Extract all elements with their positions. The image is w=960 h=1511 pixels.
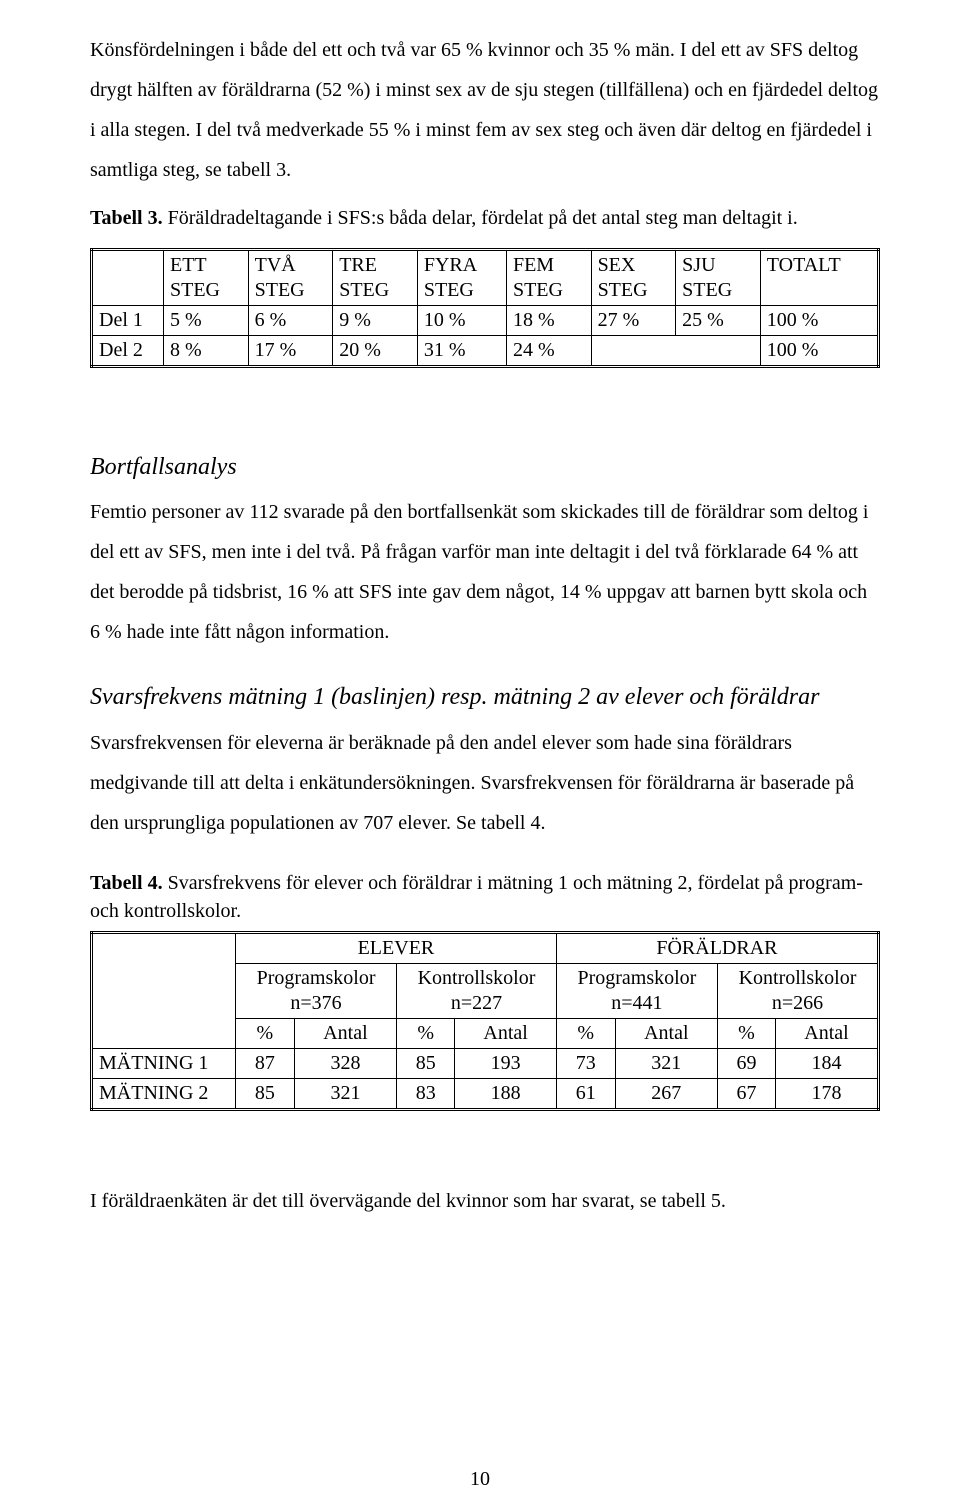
table3-cell: 100 % bbox=[760, 336, 878, 367]
table3-rowlabel: Del 1 bbox=[92, 306, 164, 336]
table4-cell: 61 bbox=[556, 1078, 615, 1109]
table4-metric: Antal bbox=[294, 1018, 396, 1048]
table4-cell: 69 bbox=[717, 1048, 775, 1078]
table4-cell: 85 bbox=[397, 1048, 455, 1078]
table4-cell: 73 bbox=[556, 1048, 615, 1078]
table4-cell: 328 bbox=[294, 1048, 396, 1078]
table4-metric: Antal bbox=[615, 1018, 717, 1048]
table4-rowlabel: MÄTNING 2 bbox=[92, 1078, 236, 1109]
table3-cell: 20 % bbox=[333, 336, 418, 367]
svarsfrekvens-paragraph: Svarsfrekvensen för eleverna är beräknad… bbox=[90, 723, 880, 843]
table3-header: TVÅSTEG bbox=[248, 250, 333, 306]
table4-rowlabel: MÄTNING 1 bbox=[92, 1048, 236, 1078]
table-row: MÄTNING 2 85 321 83 188 61 267 67 178 bbox=[92, 1078, 879, 1109]
table4-caption: Tabell 4. Svarsfrekvens för elever och f… bbox=[90, 869, 880, 925]
table4-subgroup-n: n=376 bbox=[290, 992, 341, 1014]
table4-cell: 85 bbox=[236, 1078, 295, 1109]
table4-group-header: ELEVER bbox=[236, 932, 557, 963]
table4-subgroup-label: Kontrollskolor bbox=[418, 967, 536, 989]
table3-header: SJUSTEG bbox=[676, 250, 761, 306]
page-number: 10 bbox=[0, 1468, 960, 1491]
table4-cell: 188 bbox=[455, 1078, 556, 1109]
table4-corner-empty bbox=[92, 932, 236, 1048]
table3-caption-bold: Tabell 3. bbox=[90, 207, 163, 229]
table4-metric: Antal bbox=[455, 1018, 556, 1048]
table3-header: SEXSTEG bbox=[591, 250, 676, 306]
table3-header-empty bbox=[92, 250, 164, 306]
table3-header: TOTALT bbox=[760, 250, 878, 306]
table4-subgroup-n: n=441 bbox=[611, 992, 662, 1014]
table4-subgroup-n: n=266 bbox=[772, 992, 823, 1014]
table4-subgroup-n: n=227 bbox=[451, 992, 502, 1014]
table4-cell: 178 bbox=[776, 1078, 879, 1109]
table4-metric: % bbox=[236, 1018, 295, 1048]
table3-cell: 5 % bbox=[164, 306, 249, 336]
table4-group-header: FÖRÄLDRAR bbox=[556, 932, 878, 963]
table3-rowlabel: Del 2 bbox=[92, 336, 164, 367]
table3-header: ETTSTEG bbox=[164, 250, 249, 306]
table3: ETTSTEG TVÅSTEG TRESTEG FYRASTEG FEMSTEG… bbox=[90, 248, 880, 368]
table-row: Del 2 8 % 17 % 20 % 31 % 24 % 100 % bbox=[92, 336, 879, 367]
table4-cell: 193 bbox=[455, 1048, 556, 1078]
table3-header: FYRASTEG bbox=[417, 250, 506, 306]
page: Könsfördelningen i både del ett och två … bbox=[0, 0, 960, 1511]
table3-cell: 10 % bbox=[417, 306, 506, 336]
table4-metric: % bbox=[556, 1018, 615, 1048]
table4-cell: 321 bbox=[615, 1048, 717, 1078]
table4-subgroup: Kontrollskolor n=227 bbox=[397, 963, 557, 1018]
table3-cell: 6 % bbox=[248, 306, 333, 336]
table4-top-row: ELEVER FÖRÄLDRAR bbox=[92, 932, 879, 963]
table4-subgroup: Kontrollskolor n=266 bbox=[717, 963, 878, 1018]
table4: ELEVER FÖRÄLDRAR Programskolor n=376 Kon… bbox=[90, 931, 880, 1111]
bortfall-heading: Bortfallsanalys bbox=[90, 448, 880, 486]
table3-cell: 24 % bbox=[506, 336, 591, 367]
table3-cell: 17 % bbox=[248, 336, 333, 367]
table4-cell: 321 bbox=[294, 1078, 396, 1109]
table3-cell: 31 % bbox=[417, 336, 506, 367]
table3-cell: 18 % bbox=[506, 306, 591, 336]
table3-cell: 27 % bbox=[591, 306, 676, 336]
table4-metric: % bbox=[397, 1018, 455, 1048]
table3-cell: 25 % bbox=[676, 306, 761, 336]
table3-header: TRESTEG bbox=[333, 250, 418, 306]
table4-metric: % bbox=[717, 1018, 775, 1048]
table4-caption-rest: Svarsfrekvens för elever och föräldrar i… bbox=[90, 872, 863, 922]
table4-metric: Antal bbox=[776, 1018, 879, 1048]
table3-cell: 8 % bbox=[164, 336, 249, 367]
table4-cell: 83 bbox=[397, 1078, 455, 1109]
svarsfrekvens-heading: Svarsfrekvens mätning 1 (baslinjen) resp… bbox=[90, 678, 880, 716]
table4-subgroup: Programskolor n=376 bbox=[236, 963, 397, 1018]
table4-cell: 267 bbox=[615, 1078, 717, 1109]
table3-header-row: ETTSTEG TVÅSTEG TRESTEG FYRASTEG FEMSTEG… bbox=[92, 250, 879, 306]
table4-cell: 67 bbox=[717, 1078, 775, 1109]
table3-header: FEMSTEG bbox=[506, 250, 591, 306]
table3-cell-empty bbox=[591, 336, 760, 367]
table3-cell: 9 % bbox=[333, 306, 418, 336]
table4-subgroup-label: Programskolor bbox=[577, 967, 696, 989]
table4-subgroup: Programskolor n=441 bbox=[556, 963, 717, 1018]
bortfall-paragraph: Femtio personer av 112 svarade på den bo… bbox=[90, 492, 880, 652]
table4-caption-bold: Tabell 4. bbox=[90, 872, 163, 894]
closing-paragraph: I föräldraenkäten är det till övervägand… bbox=[90, 1181, 880, 1221]
table3-cell: 100 % bbox=[760, 306, 878, 336]
table3-caption: Tabell 3. Föräldradeltagande i SFS:s båd… bbox=[90, 198, 880, 238]
table4-cell: 87 bbox=[236, 1048, 295, 1078]
table-row: Del 1 5 % 6 % 9 % 10 % 18 % 27 % 25 % 10… bbox=[92, 306, 879, 336]
table4-cell: 184 bbox=[776, 1048, 879, 1078]
table-row: MÄTNING 1 87 328 85 193 73 321 69 184 bbox=[92, 1048, 879, 1078]
table4-subgroup-label: Kontrollskolor bbox=[739, 967, 857, 989]
table4-subgroup-label: Programskolor bbox=[257, 967, 376, 989]
paragraph-1: Könsfördelningen i både del ett och två … bbox=[90, 30, 880, 190]
table3-caption-rest: Föräldradeltagande i SFS:s båda delar, f… bbox=[163, 207, 798, 229]
